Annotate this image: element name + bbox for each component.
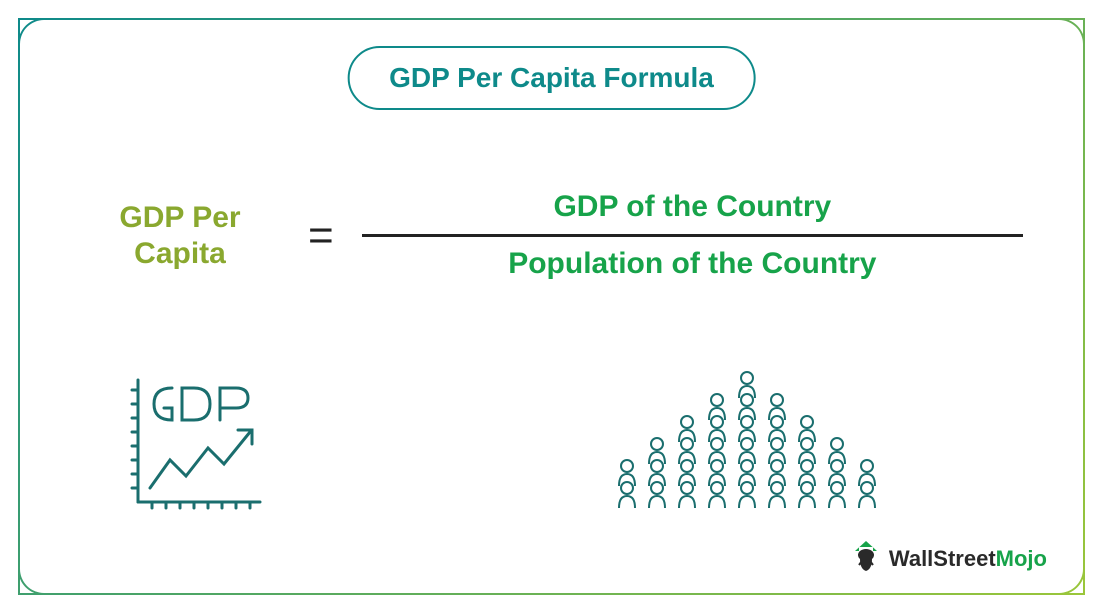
brand-watermark: WallStreetMojo [851,539,1047,579]
illustrations-row [80,370,1023,525]
lhs-line2: Capita [80,236,280,272]
gdp-chart-icon [120,370,270,525]
title-pill: GDP Per Capita Formula [347,46,756,110]
brand-name: WallStreetMojo [889,546,1047,572]
wallstreetmojo-mascot-icon [851,539,881,579]
formula-lhs: GDP Per Capita [80,200,280,272]
equals-sign: = [298,211,344,261]
lhs-line1: GDP Per [80,200,280,236]
brand-part1: WallStreet [889,546,996,571]
formula-fraction: GDP of the Country Population of the Cou… [362,190,1023,281]
title-text: GDP Per Capita Formula [389,62,714,93]
fraction-numerator: GDP of the Country [553,190,831,224]
fraction-line [362,234,1023,237]
brand-part2: Mojo [996,546,1047,571]
population-crowd-icon [470,370,1023,520]
fraction-denominator: Population of the Country [508,247,876,281]
infographic-frame: GDP Per Capita Formula GDP Per Capita = … [18,18,1085,595]
formula-row: GDP Per Capita = GDP of the Country Popu… [80,190,1023,281]
